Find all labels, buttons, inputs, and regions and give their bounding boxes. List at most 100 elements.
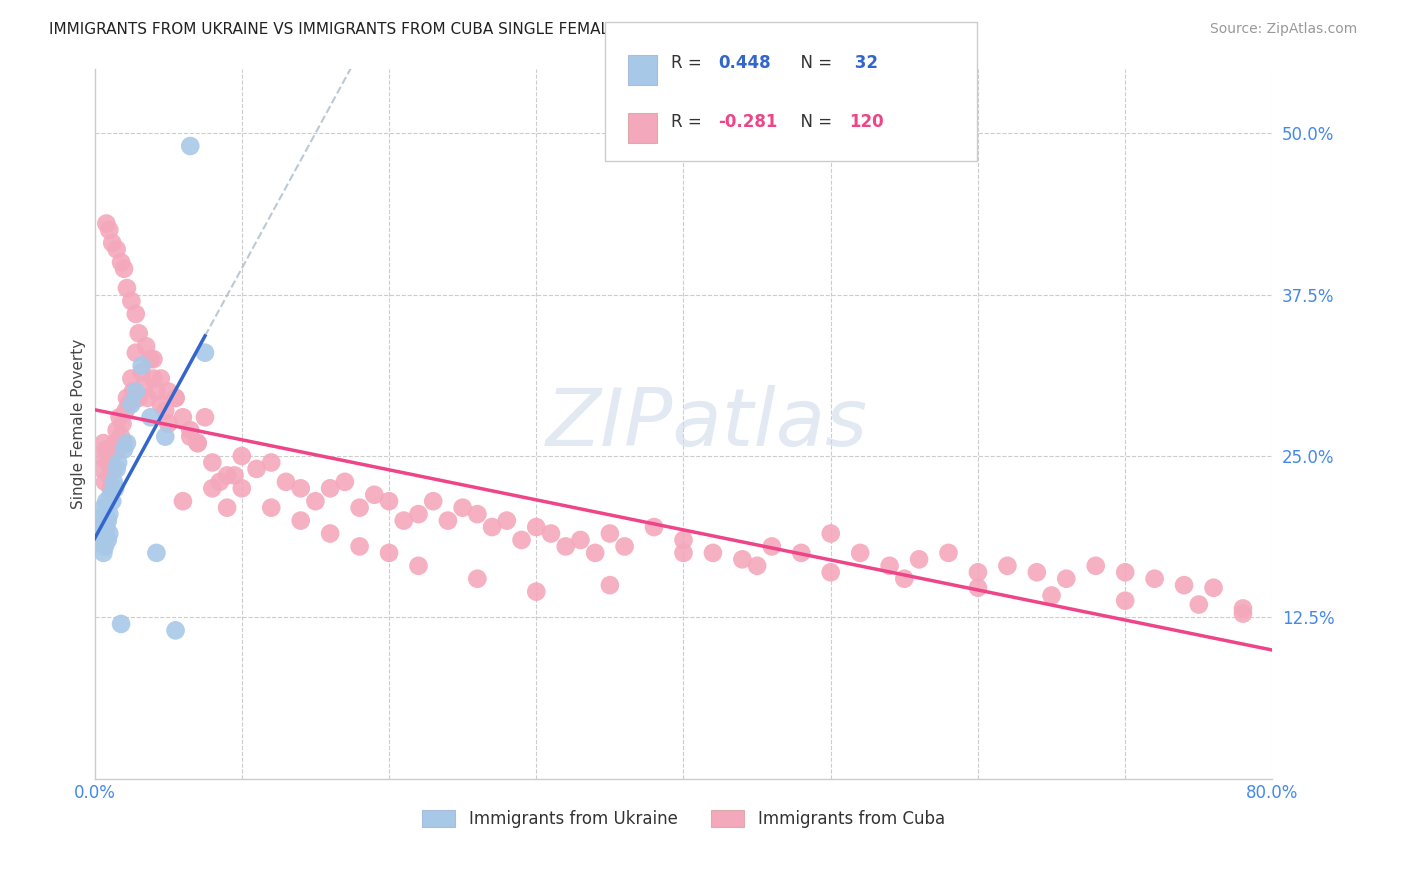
Point [114, 404, 136, 418]
Point [201, 481, 224, 495]
Point [201, 455, 224, 469]
Text: N =: N = [790, 54, 838, 72]
Point [145, 384, 167, 399]
Point [103, 475, 125, 489]
Point [90, 462, 112, 476]
Point [481, 520, 503, 534]
Point [363, 488, 385, 502]
Point [94, 540, 117, 554]
Point [94, 475, 117, 489]
Text: R =: R = [671, 113, 707, 131]
Point [893, 572, 915, 586]
Point [540, 526, 562, 541]
Point [672, 546, 695, 560]
Point [110, 255, 132, 269]
Point [98, 468, 121, 483]
Point [89, 449, 111, 463]
Point [1054, 572, 1077, 586]
Point [112, 436, 135, 450]
Point [349, 500, 371, 515]
Point [1232, 601, 1254, 615]
Point [117, 397, 139, 411]
Point [467, 507, 489, 521]
Text: 120: 120 [849, 113, 884, 131]
Text: R =: R = [671, 54, 707, 72]
Point [98, 526, 121, 541]
Point [149, 397, 172, 411]
Point [131, 365, 153, 379]
Point [422, 494, 444, 508]
Point [104, 481, 127, 495]
Point [290, 481, 312, 495]
Point [172, 410, 194, 425]
Point [101, 449, 124, 463]
Point [157, 417, 180, 431]
Point [100, 488, 122, 502]
Point [139, 352, 162, 367]
Text: ZIPatlas: ZIPatlas [546, 384, 868, 463]
Point [172, 494, 194, 508]
Point [120, 293, 142, 308]
Point [304, 494, 326, 508]
Point [408, 507, 430, 521]
Point [524, 520, 547, 534]
Point [179, 139, 201, 153]
Point [1025, 566, 1047, 580]
Point [820, 526, 842, 541]
Point [112, 442, 135, 457]
Point [93, 436, 115, 450]
Point [165, 391, 187, 405]
Point [1040, 589, 1063, 603]
Point [157, 384, 180, 399]
Point [1232, 607, 1254, 621]
Point [260, 455, 283, 469]
Point [165, 624, 187, 638]
Point [155, 404, 177, 418]
Point [908, 552, 931, 566]
Point [165, 391, 187, 405]
Text: 32: 32 [849, 54, 879, 72]
Text: Source: ZipAtlas.com: Source: ZipAtlas.com [1209, 22, 1357, 37]
Point [790, 546, 813, 560]
Point [93, 546, 115, 560]
Point [1084, 558, 1107, 573]
Point [98, 507, 121, 521]
Point [524, 584, 547, 599]
Point [702, 546, 724, 560]
Point [121, 384, 143, 399]
Point [260, 500, 283, 515]
Point [145, 546, 167, 560]
Point [155, 430, 177, 444]
Point [93, 500, 115, 515]
Point [89, 514, 111, 528]
Point [583, 546, 606, 560]
Point [938, 546, 960, 560]
Point [107, 455, 129, 469]
Point [378, 494, 401, 508]
Text: 0.448: 0.448 [718, 54, 770, 72]
Point [100, 481, 122, 495]
Point [120, 371, 142, 385]
Point [108, 410, 131, 425]
Point [128, 326, 150, 341]
Point [105, 423, 128, 437]
Point [120, 397, 142, 411]
Point [187, 436, 209, 450]
Point [599, 578, 621, 592]
Point [179, 423, 201, 437]
Point [115, 436, 138, 450]
Point [967, 566, 990, 580]
Point [510, 533, 533, 547]
Point [97, 533, 120, 547]
Point [820, 566, 842, 580]
Point [554, 540, 576, 554]
Point [879, 558, 901, 573]
Point [849, 546, 872, 560]
Point [1143, 572, 1166, 586]
Point [613, 540, 636, 554]
Point [97, 514, 120, 528]
Point [194, 410, 217, 425]
Point [96, 520, 118, 534]
Point [105, 462, 128, 476]
Point [319, 526, 342, 541]
